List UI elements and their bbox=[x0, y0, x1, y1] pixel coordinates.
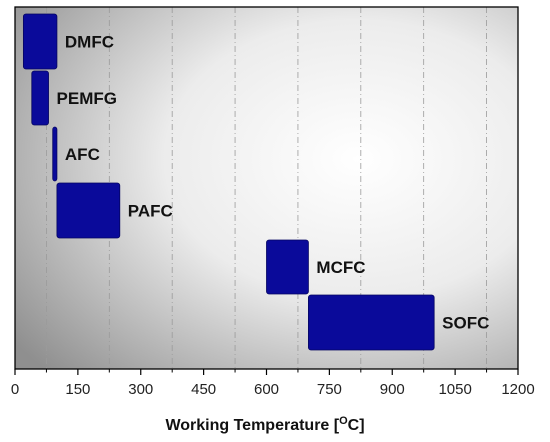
bar-label-dmfc: DMFC bbox=[65, 33, 114, 52]
x-tick-label: 300 bbox=[128, 381, 153, 398]
x-tick-label: 600 bbox=[254, 381, 279, 398]
x-axis: 0 150 300 450 600 750 900 1050 1200 bbox=[11, 369, 535, 398]
bar-label-pemfg: PEMFG bbox=[57, 89, 117, 108]
bars-group: DMFC PEMFG AFC PAFC MCFC SOFC bbox=[22, 13, 489, 351]
bar-pemfg bbox=[31, 70, 49, 126]
bar-label-mcfc: MCFC bbox=[316, 258, 365, 277]
x-tick-label: 150 bbox=[65, 381, 90, 398]
bar-label-sofc: SOFC bbox=[442, 314, 489, 333]
x-axis-title: Working Temperature [OC] bbox=[165, 415, 364, 434]
bar-label-pafc: PAFC bbox=[128, 202, 173, 221]
x-tick-label: 450 bbox=[191, 381, 216, 398]
x-tick-label: 750 bbox=[317, 381, 342, 398]
x-tick-label: 900 bbox=[380, 381, 405, 398]
x-tick-label: 1200 bbox=[501, 381, 534, 398]
bar-sofc bbox=[308, 294, 435, 351]
bar-label-afc: AFC bbox=[65, 145, 100, 164]
x-tick-label: 1050 bbox=[438, 381, 471, 398]
bar-mcfc bbox=[266, 239, 309, 295]
bar-dmfc bbox=[22, 13, 58, 70]
x-tick-label: 0 bbox=[11, 381, 19, 398]
bar-afc bbox=[52, 126, 58, 182]
bar-pafc bbox=[56, 182, 121, 239]
